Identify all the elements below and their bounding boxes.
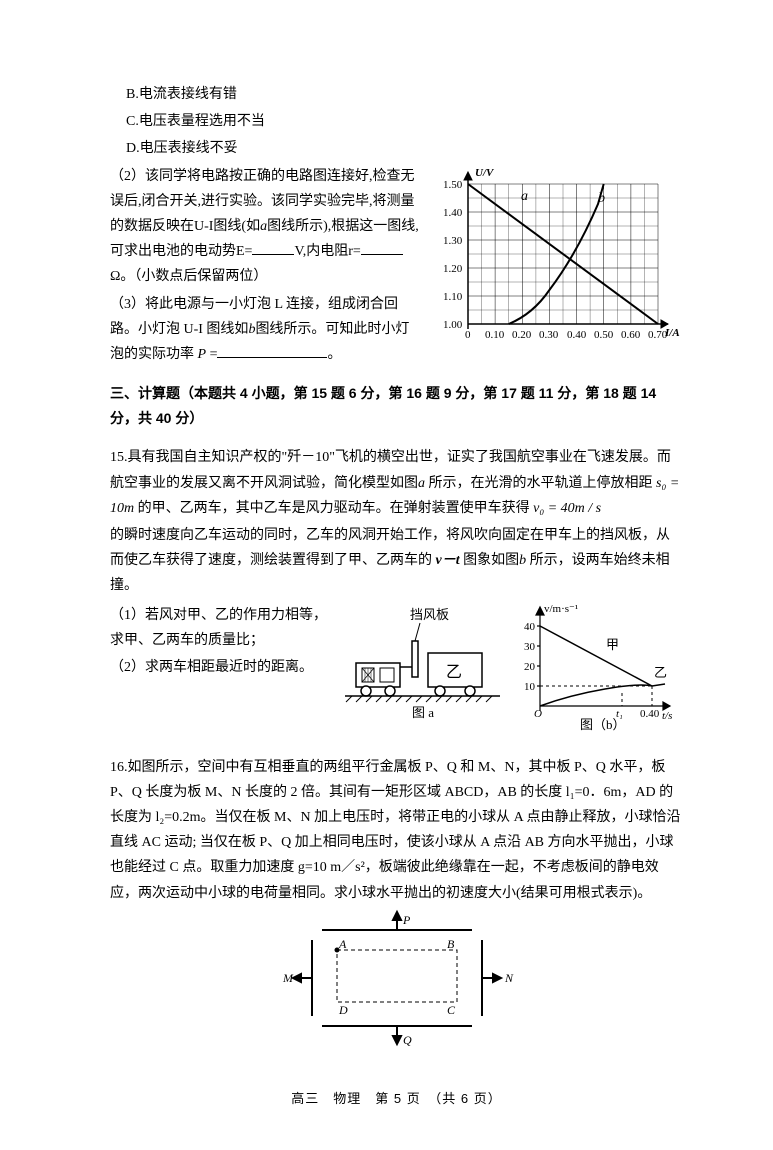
svg-text:0.40: 0.40 bbox=[640, 708, 660, 720]
svg-text:C: C bbox=[447, 1003, 456, 1017]
svg-text:0.10: 0.10 bbox=[485, 329, 505, 341]
ui-graph-figure: U/V I/A 1.50 1.40 1.30 1.20 1.10 1.00 0 … bbox=[433, 164, 683, 364]
svg-text:图（b）: 图（b） bbox=[580, 717, 626, 731]
svg-text:挡风板: 挡风板 bbox=[410, 607, 449, 622]
option-d: D.电压表接线不妥 bbox=[126, 136, 683, 161]
svg-text:10: 10 bbox=[524, 681, 536, 693]
svg-text:0.40: 0.40 bbox=[567, 329, 587, 341]
svg-text:1.20: 1.20 bbox=[443, 263, 463, 275]
question-16: 16.如图所示，空间中有互相垂直的两组平行金属板 P、Q 和 M、N，其中板 P… bbox=[110, 755, 683, 1057]
svg-text:P: P bbox=[402, 913, 411, 927]
blank-emf[interactable] bbox=[252, 240, 294, 255]
svg-text:D: D bbox=[338, 1003, 348, 1017]
svg-text:1.50: 1.50 bbox=[443, 179, 463, 191]
q3-text: （3）将此电源与一小灯泡 L 连接，组成闭合回路。小灯泡 U-I 图线如b图线所… bbox=[110, 292, 420, 368]
svg-text:1.10: 1.10 bbox=[443, 291, 463, 303]
svg-text:0: 0 bbox=[465, 329, 471, 341]
fig-a-cars: 挡风板 乙 bbox=[340, 601, 510, 721]
svg-text:M: M bbox=[282, 971, 294, 985]
section3-head: 三、计算题（本题共 4 小题，第 15 题 6 分，第 16 题 9 分，第 1… bbox=[110, 381, 683, 431]
svg-text:40: 40 bbox=[524, 621, 536, 633]
fig-plates: P Q M N A B C D bbox=[267, 908, 527, 1048]
svg-text:0.30: 0.30 bbox=[539, 329, 559, 341]
option-c: C.电压表量程选用不当 bbox=[126, 109, 683, 134]
option-b: B.电流表接线有错 bbox=[126, 82, 683, 107]
svg-text:B: B bbox=[447, 937, 455, 951]
svg-text:1.30: 1.30 bbox=[443, 235, 463, 247]
svg-text:a: a bbox=[521, 189, 528, 204]
svg-text:甲: 甲 bbox=[606, 637, 619, 652]
blank-power[interactable] bbox=[217, 343, 327, 358]
svg-text:N: N bbox=[504, 971, 514, 985]
svg-text:30: 30 bbox=[524, 641, 536, 653]
svg-text:乙: 乙 bbox=[446, 664, 462, 681]
fig-b-vt-graph: v/m·s⁻¹ t/s 10 20 30 40 O t₁ 0.40 甲 乙 图（… bbox=[510, 601, 680, 731]
svg-text:1.00: 1.00 bbox=[443, 319, 463, 331]
svg-text:U/V: U/V bbox=[475, 167, 495, 179]
q2-text: （2）该同学将电路按正确的电路图连接好,检查无误后,闭合开关,进行实验。该同学实… bbox=[110, 164, 420, 290]
svg-text:图 a: 图 a bbox=[412, 705, 434, 720]
svg-text:b: b bbox=[598, 191, 605, 206]
svg-text:t/s: t/s bbox=[662, 710, 672, 722]
blank-r[interactable] bbox=[361, 240, 403, 255]
svg-text:A: A bbox=[338, 937, 347, 951]
svg-text:20: 20 bbox=[524, 661, 536, 673]
question-15: 15.具有我国自主知识产权的"歼－10"飞机的横空出世，证实了我国航空事业在飞速… bbox=[110, 445, 683, 730]
svg-text:0.70: 0.70 bbox=[648, 329, 668, 341]
svg-text:v/m·s⁻¹: v/m·s⁻¹ bbox=[544, 603, 578, 615]
svg-text:0.50: 0.50 bbox=[594, 329, 614, 341]
svg-text:1.40: 1.40 bbox=[443, 207, 463, 219]
page-footer: 高三 物理 第 5 页 （共 6 页） bbox=[110, 1087, 683, 1110]
svg-text:O: O bbox=[534, 708, 542, 720]
svg-text:Q: Q bbox=[403, 1033, 412, 1047]
svg-text:0.20: 0.20 bbox=[512, 329, 532, 341]
svg-text:乙: 乙 bbox=[654, 665, 667, 680]
svg-text:0.60: 0.60 bbox=[621, 329, 641, 341]
